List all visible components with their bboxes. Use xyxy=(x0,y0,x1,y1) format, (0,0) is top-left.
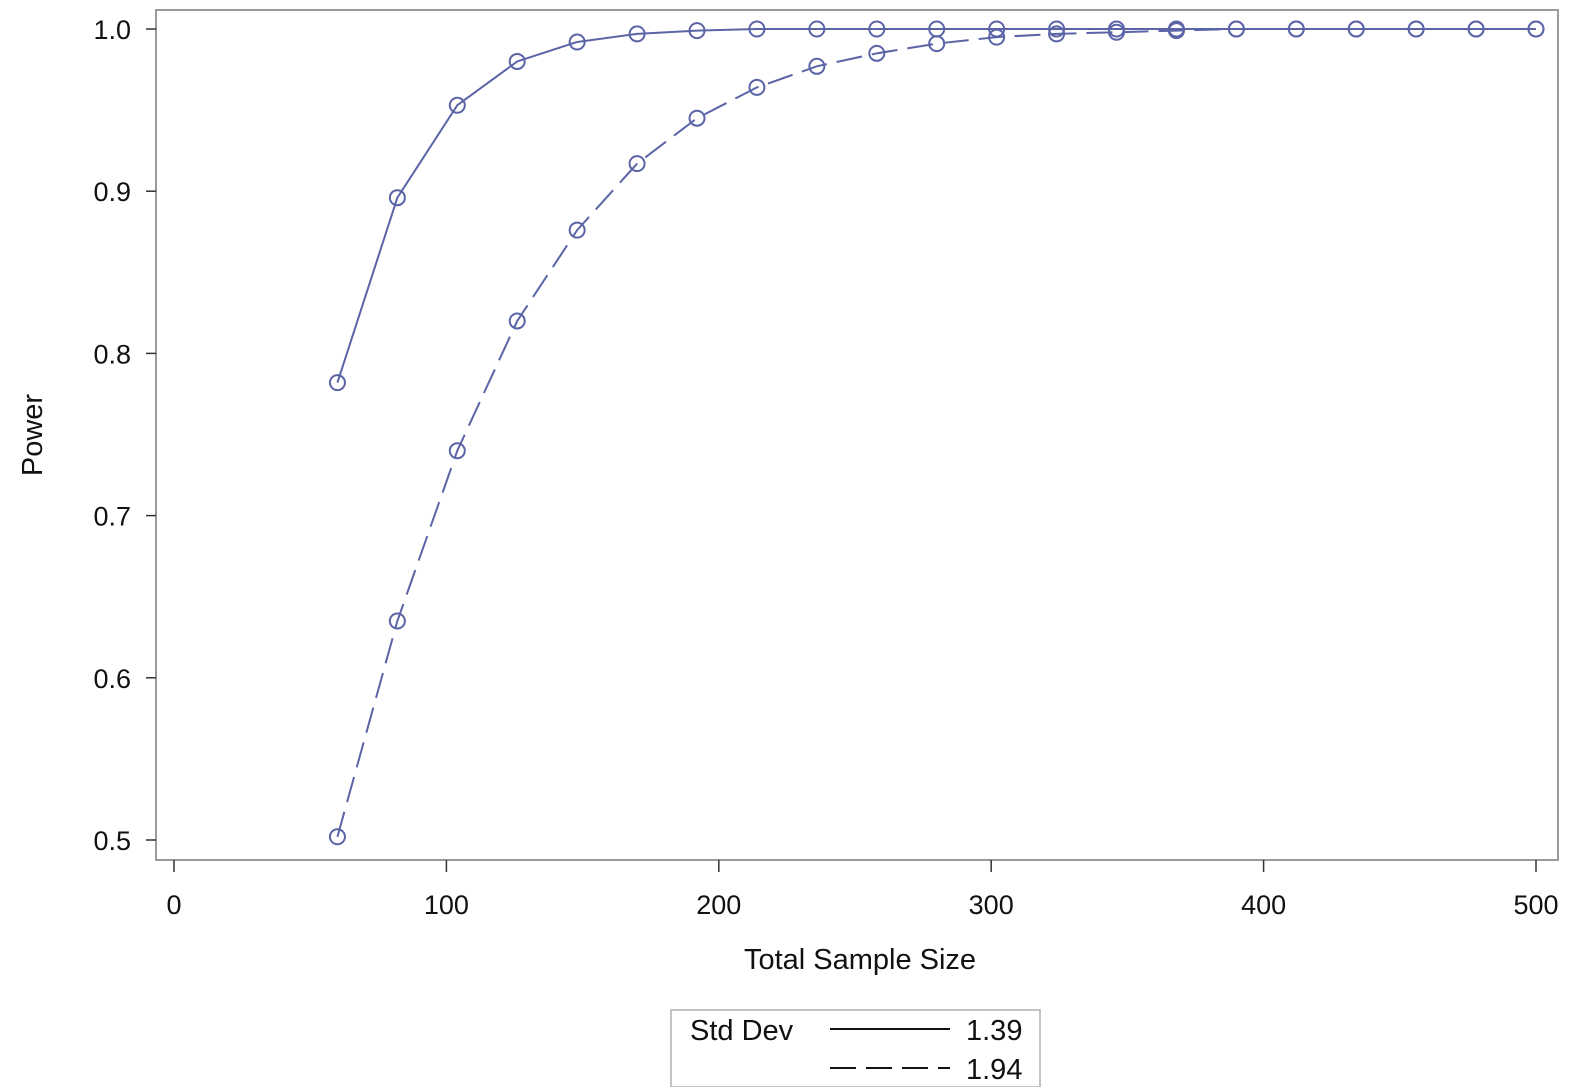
y-tick-label: 0.6 xyxy=(93,664,131,694)
data-point xyxy=(748,20,766,38)
x-tick-label: 500 xyxy=(1513,890,1558,920)
legend-box xyxy=(670,1009,1041,1087)
data-point xyxy=(1287,20,1305,38)
data-point xyxy=(388,612,406,630)
x-axis: 0 100 200 300 400 500 xyxy=(166,860,1559,920)
data-point xyxy=(988,28,1006,46)
data-point xyxy=(1227,20,1245,38)
x-tick-label: 200 xyxy=(696,890,741,920)
data-point xyxy=(448,442,466,460)
data-point xyxy=(928,35,946,53)
data-point xyxy=(328,828,346,846)
data-point xyxy=(1407,20,1425,38)
data-point xyxy=(628,25,646,43)
legend-label-series-1: 1.39 xyxy=(966,1015,1022,1047)
series-layer xyxy=(328,20,1545,846)
data-point xyxy=(508,312,526,330)
data-point xyxy=(508,52,526,70)
x-tick-label: 300 xyxy=(969,890,1014,920)
data-point xyxy=(688,109,706,127)
data-point xyxy=(628,155,646,173)
data-point xyxy=(568,221,586,239)
y-axis: 0.5 0.6 0.7 0.8 0.9 1.0 xyxy=(93,15,156,856)
data-point xyxy=(448,96,466,114)
data-point xyxy=(328,374,346,392)
data-point xyxy=(1527,20,1545,38)
data-point xyxy=(1347,20,1365,38)
data-point xyxy=(1467,20,1485,38)
data-point xyxy=(808,57,826,75)
y-tick-label: 0.9 xyxy=(93,177,131,207)
data-point xyxy=(868,44,886,62)
series-line-1 xyxy=(336,28,1536,383)
x-tick-label: 400 xyxy=(1241,890,1286,920)
data-point xyxy=(568,33,586,51)
y-tick-label: 0.5 xyxy=(93,826,131,856)
data-point xyxy=(1167,22,1185,40)
series-line-2 xyxy=(336,28,1536,838)
legend-label-series-2: 1.94 xyxy=(966,1054,1022,1086)
data-point xyxy=(388,189,406,207)
legend-title: Std Dev xyxy=(690,1015,794,1047)
x-tick-label: 0 xyxy=(166,890,181,920)
data-point xyxy=(748,78,766,96)
series-2 xyxy=(328,20,1545,846)
data-point xyxy=(1048,20,1066,38)
data-point xyxy=(1048,25,1066,43)
data-point xyxy=(808,20,826,38)
y-tick-label: 0.7 xyxy=(93,502,131,532)
x-tick-label: 100 xyxy=(424,890,469,920)
y-axis-title: Power xyxy=(17,394,49,477)
legend: Std Dev 1.39 1.94 xyxy=(670,1009,1041,1087)
data-point xyxy=(1108,23,1126,41)
data-point xyxy=(868,20,886,38)
x-axis-title: Total Sample Size xyxy=(744,944,976,976)
y-tick-label: 1.0 xyxy=(93,15,131,45)
data-point xyxy=(688,22,706,40)
y-tick-label: 0.8 xyxy=(93,339,131,369)
plot-area xyxy=(155,9,1559,861)
